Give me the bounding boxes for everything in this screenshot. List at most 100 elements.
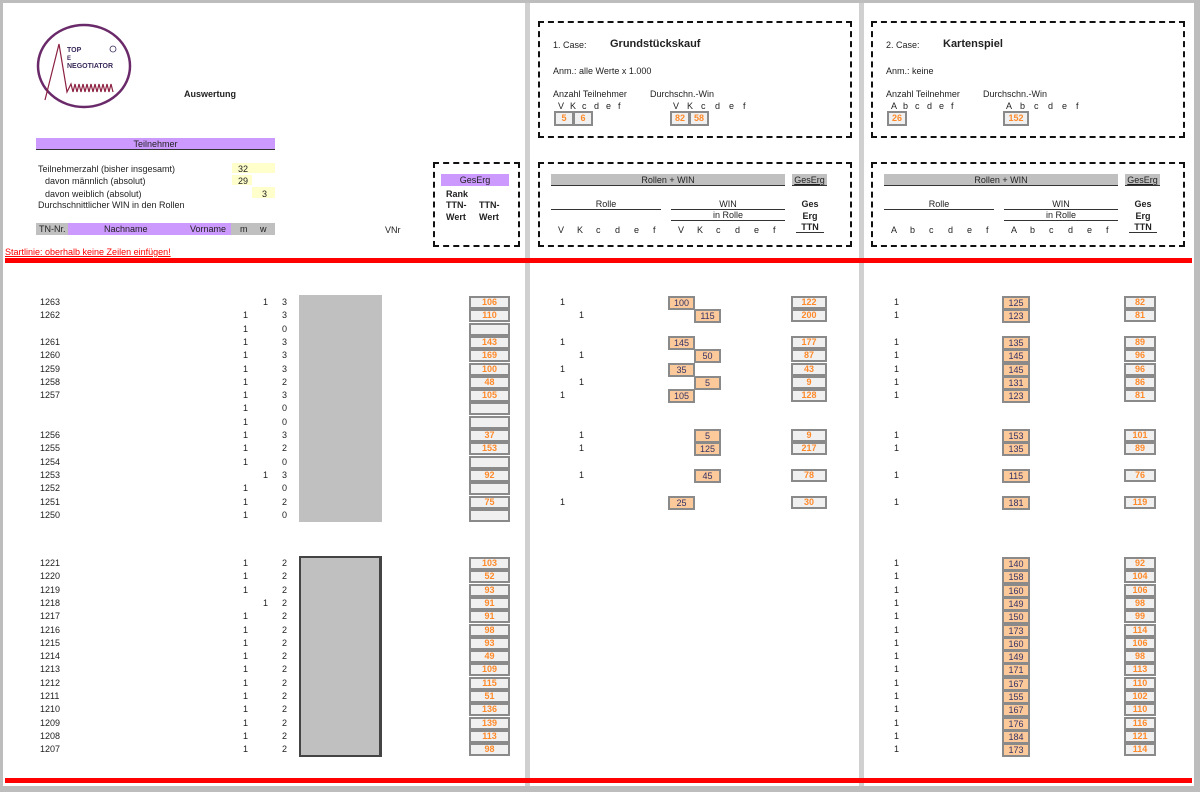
total-result-value: 93: [469, 583, 510, 597]
role-header: e: [939, 101, 945, 111]
svg-text:E: E: [67, 56, 71, 62]
gesamt-label: GesErg: [441, 174, 509, 186]
role-column: e: [754, 225, 760, 235]
total-label: Teilnehmerzahl (bisher insgesamt): [38, 164, 176, 174]
win-header: WIN: [671, 199, 785, 210]
startline-red-line: [5, 258, 1192, 263]
male-flag: 1: [243, 376, 249, 387]
case2-win-value: 145: [1002, 349, 1030, 364]
case2-win-value: 153: [1002, 429, 1030, 443]
case-count: 0: [282, 509, 288, 520]
case2-role-flag: 1: [894, 469, 900, 480]
total-result-value: 49: [469, 650, 510, 664]
role-header: K: [687, 101, 694, 111]
col-w: w: [260, 224, 267, 234]
total-result-value: 106: [469, 296, 510, 309]
case2-role-flag: 1: [894, 744, 900, 755]
tn-number: 1213: [40, 664, 61, 675]
case2-count-label: Anzahl Teilnehmer: [886, 89, 960, 99]
svg-text:TOP: TOP: [67, 47, 82, 54]
tn-number: 1220: [40, 571, 61, 582]
table-row: 1214 1 2 49 1 149 98: [0, 650, 1200, 665]
female-label: davon weiblich (absolut): [45, 189, 142, 199]
hidden-names-block: [299, 556, 382, 757]
case1-avg-label: Durchschn.-Win: [650, 89, 715, 99]
case2-role-flag: 1: [894, 730, 900, 741]
total-result-value: 136: [469, 703, 510, 717]
case1-ttn-value: 177: [791, 335, 827, 349]
case2-win-value: 171: [1002, 663, 1030, 678]
case2-avg-label: Durchschn.-Win: [983, 89, 1048, 99]
case2-win-value: 125: [1002, 296, 1030, 310]
case2-role-flag: 1: [894, 611, 900, 622]
tn-number: 1253: [40, 469, 61, 480]
case-count: 3: [282, 336, 288, 347]
case2-win-value: 123: [1002, 389, 1030, 404]
wert-label: Wert: [446, 212, 466, 222]
case1-role-flag: 1: [560, 297, 566, 307]
case2-ttn-value: 106: [1124, 583, 1156, 597]
total-result-value: 109: [469, 663, 510, 677]
role-header: c: [1034, 101, 1039, 111]
table-row: 1220 1 2 52 1 158 104: [0, 570, 1200, 585]
case-count: 3: [282, 350, 288, 361]
case1-role-flag: 1: [560, 496, 566, 507]
tn-number: 1208: [40, 730, 61, 741]
ges-label: Ges: [801, 199, 819, 209]
case2-role-flag: 1: [894, 691, 900, 701]
table-row: 1213 1 2 109 1 171 113: [0, 663, 1200, 678]
tn-number: 1212: [40, 677, 61, 688]
case2-role-flag: 1: [894, 363, 900, 374]
case1-role-flag: 1: [560, 390, 566, 401]
role-count-value: 26: [887, 111, 907, 126]
case2-role-flag: 1: [894, 677, 900, 688]
case-count: 2: [282, 677, 288, 688]
case-count: 3: [282, 363, 288, 374]
role-header: c: [915, 101, 920, 111]
case-count: 2: [282, 624, 288, 635]
case1-win-value: 5: [694, 429, 721, 443]
case2-role-flag: 1: [894, 336, 900, 347]
role-header: f: [951, 101, 954, 111]
case2-win-value: 131: [1002, 375, 1030, 390]
male-flag: 1: [243, 363, 249, 374]
case2-ttn-value: 104: [1124, 570, 1156, 584]
male-flag: 1: [243, 336, 249, 347]
total-result-value: 143: [469, 335, 510, 349]
ttn-label: TTN-: [479, 200, 500, 210]
table-row: 1255 1 2 153 1 125 217 1 135 89: [0, 442, 1200, 457]
role-column: c: [929, 225, 934, 235]
role-column: c: [716, 225, 721, 235]
case-count: 2: [282, 376, 288, 387]
case1-ttn-value: 217: [791, 442, 827, 456]
case-count: 2: [282, 717, 288, 728]
role-avg-win-value: 82: [670, 111, 690, 126]
case2-name: Kartenspiel: [943, 38, 1003, 50]
female-flag: 1: [263, 297, 269, 307]
case2-ttn-value: 110: [1124, 703, 1156, 717]
case1-ttn-value: 43: [791, 362, 827, 376]
role-column: e: [634, 225, 640, 235]
case1-win-value: 145: [668, 335, 695, 350]
case2-info-box: [871, 21, 1185, 138]
role-header: d: [594, 101, 600, 111]
case2-ttn-value: 92: [1124, 557, 1156, 570]
case1-role-flag: 1: [579, 376, 585, 387]
case2-win-value: 184: [1002, 729, 1030, 744]
total-result-value: 110: [469, 309, 510, 323]
case1-name: Grundstückskauf: [610, 38, 701, 50]
case2-role-flag: 1: [894, 651, 900, 662]
tn-number: 1210: [40, 704, 61, 715]
case2-role-flag: 1: [894, 571, 900, 582]
table-row: 1254 1 0: [0, 455, 1200, 470]
male-flag: 1: [243, 744, 249, 755]
case2-ttn-value: 116: [1124, 716, 1156, 730]
case2-role-flag: 1: [894, 310, 900, 321]
male-flag: 1: [243, 430, 249, 440]
gesamt-header-box: [433, 162, 520, 247]
total-result-value: [469, 322, 510, 336]
rolle-header: Rolle: [551, 199, 661, 210]
case2-ttn-value: 89: [1124, 442, 1156, 456]
table-row: 1258 1 2 48 1 5 9 1 131 86: [0, 375, 1200, 390]
